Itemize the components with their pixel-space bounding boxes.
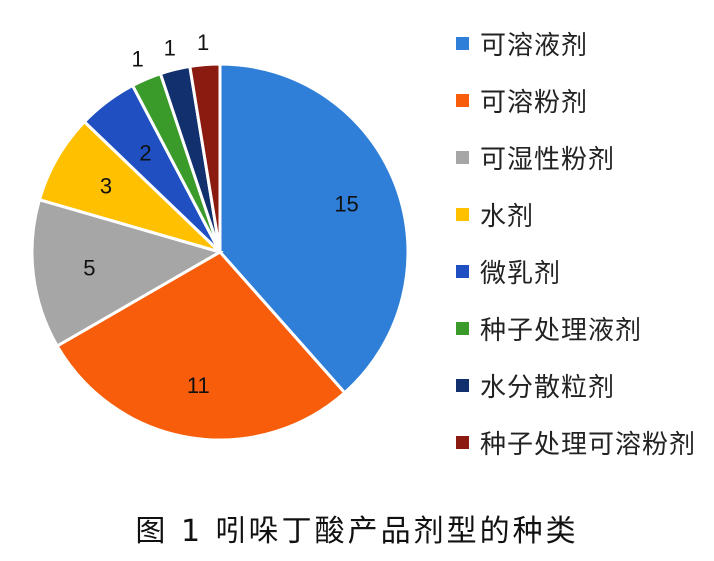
pie-slices: [30, 62, 410, 442]
legend-label: 可溶粉剂: [480, 87, 589, 118]
legend-swatch: [456, 321, 469, 335]
data-label-7: 1: [164, 36, 176, 61]
legend-swatch: [456, 150, 469, 164]
data-label-1: 15: [334, 192, 358, 217]
data-label-6: 1: [132, 46, 144, 71]
legend-item-2: 可溶粉剂: [456, 85, 588, 118]
legend-label: 可湿性粉剂: [480, 144, 616, 175]
legend-label: 微乳剂: [480, 258, 562, 289]
data-label-5: 2: [139, 140, 151, 165]
legend-item-3: 可湿性粉剂: [456, 142, 615, 175]
figure-caption: 图 1 吲哚丁酸产品剂型的种类: [135, 514, 579, 549]
legend-swatch: [456, 264, 469, 278]
pie-slice-2: [55, 250, 347, 442]
data-label-3: 5: [83, 255, 95, 280]
legend-label: 种子处理可溶粉剂: [480, 429, 697, 460]
legend-item-6: 种子处理液剂: [456, 313, 642, 346]
legend-item-8: 种子处理可溶粉剂: [456, 427, 696, 460]
legend-label: 水分散粒剂: [480, 372, 616, 403]
legend-label: 水剂: [480, 201, 535, 232]
legend-swatch: [456, 36, 469, 50]
legend-label: 可溶液剂: [480, 30, 589, 61]
pie-slice-8: [188, 62, 222, 253]
legend-item-5: 微乳剂: [456, 256, 561, 289]
legend-item-1: 可溶液剂: [456, 28, 588, 61]
legend-swatch: [456, 207, 469, 221]
legend-swatch: [456, 378, 469, 392]
pie-slice-3: [30, 197, 224, 349]
data-label-4: 3: [100, 174, 112, 199]
legend-label: 种子处理液剂: [480, 315, 643, 346]
legend-swatch: [456, 93, 469, 107]
legend-swatch: [456, 435, 469, 449]
pie-slice-1: [218, 62, 410, 395]
data-label-8: 1: [197, 30, 209, 55]
legend-item-7: 水分散粒剂: [456, 370, 615, 403]
data-label-2: 11: [187, 373, 210, 398]
legend-item-4: 水剂: [456, 199, 534, 232]
